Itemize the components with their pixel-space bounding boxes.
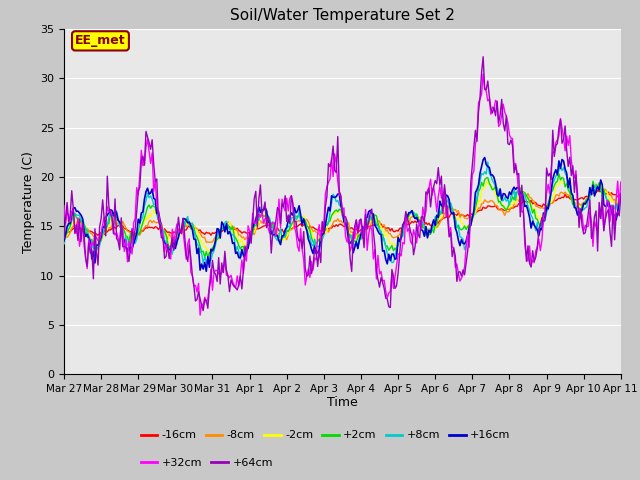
-2cm	[76, 217, 83, 223]
-2cm	[205, 249, 213, 254]
-2cm	[379, 228, 387, 233]
+2cm	[410, 210, 417, 216]
Line: +16cm: +16cm	[64, 157, 621, 271]
+8cm	[76, 213, 83, 218]
-16cm	[594, 188, 602, 193]
-16cm	[76, 225, 83, 231]
+16cm	[410, 214, 417, 219]
+64cm	[76, 216, 83, 222]
+32cm	[164, 246, 172, 252]
+32cm	[76, 243, 83, 249]
+8cm	[60, 240, 68, 246]
+8cm	[484, 159, 492, 165]
-16cm	[617, 192, 625, 198]
+64cm	[200, 308, 207, 313]
-8cm	[397, 227, 405, 232]
X-axis label: Time: Time	[327, 396, 358, 408]
+64cm	[164, 241, 172, 247]
+16cm	[481, 155, 488, 160]
+2cm	[60, 238, 68, 244]
Legend: +32cm, +64cm: +32cm, +64cm	[136, 454, 277, 472]
Line: +8cm: +8cm	[64, 162, 621, 263]
+2cm	[379, 231, 387, 237]
Line: -16cm: -16cm	[64, 191, 621, 235]
+64cm	[60, 235, 68, 241]
+32cm	[397, 253, 405, 259]
+8cm	[397, 233, 405, 239]
-8cm	[76, 218, 83, 224]
-8cm	[164, 236, 172, 241]
Line: +32cm: +32cm	[64, 74, 621, 315]
+8cm	[410, 209, 417, 215]
-16cm	[165, 229, 173, 235]
-2cm	[410, 208, 417, 214]
-8cm	[550, 197, 558, 203]
+8cm	[552, 173, 559, 179]
-2cm	[617, 199, 625, 204]
+8cm	[200, 260, 207, 266]
-2cm	[60, 241, 68, 247]
Line: +64cm: +64cm	[64, 57, 621, 311]
+2cm	[76, 216, 83, 221]
+64cm	[479, 54, 487, 60]
+16cm	[202, 268, 210, 274]
-2cm	[397, 230, 405, 236]
-16cm	[397, 225, 405, 231]
Title: Soil/Water Temperature Set 2: Soil/Water Temperature Set 2	[230, 9, 455, 24]
-8cm	[410, 213, 417, 218]
+8cm	[164, 246, 172, 252]
+64cm	[397, 231, 405, 237]
-8cm	[617, 196, 625, 202]
-2cm	[550, 190, 558, 195]
+16cm	[164, 244, 172, 250]
-2cm	[557, 178, 564, 183]
Line: -8cm: -8cm	[64, 184, 621, 242]
Text: EE_met: EE_met	[75, 35, 126, 48]
+2cm	[397, 234, 405, 240]
+32cm	[379, 278, 387, 284]
+64cm	[552, 143, 559, 148]
+16cm	[552, 167, 559, 173]
+2cm	[555, 171, 563, 177]
-16cm	[94, 232, 102, 238]
+32cm	[552, 140, 559, 145]
+64cm	[617, 192, 625, 198]
+2cm	[201, 254, 209, 260]
+32cm	[410, 227, 417, 233]
+2cm	[617, 196, 625, 202]
-8cm	[592, 181, 600, 187]
-8cm	[60, 237, 68, 242]
+2cm	[550, 182, 558, 188]
+16cm	[379, 248, 387, 254]
+32cm	[479, 71, 487, 77]
-16cm	[60, 231, 68, 237]
+8cm	[379, 237, 387, 243]
+32cm	[617, 179, 625, 185]
-16cm	[550, 197, 558, 203]
-16cm	[379, 224, 387, 230]
+16cm	[60, 238, 68, 244]
+32cm	[196, 312, 204, 318]
+2cm	[164, 240, 172, 245]
Line: -2cm: -2cm	[64, 180, 621, 252]
+8cm	[617, 197, 625, 203]
-8cm	[379, 222, 387, 228]
+16cm	[617, 191, 625, 196]
-16cm	[410, 220, 417, 226]
+16cm	[397, 235, 405, 241]
+16cm	[76, 210, 83, 216]
Y-axis label: Temperature (C): Temperature (C)	[22, 151, 35, 252]
-2cm	[164, 232, 172, 238]
-8cm	[202, 240, 210, 245]
+64cm	[410, 252, 417, 258]
Line: +2cm: +2cm	[64, 174, 621, 257]
+32cm	[60, 203, 68, 208]
+64cm	[379, 280, 387, 286]
